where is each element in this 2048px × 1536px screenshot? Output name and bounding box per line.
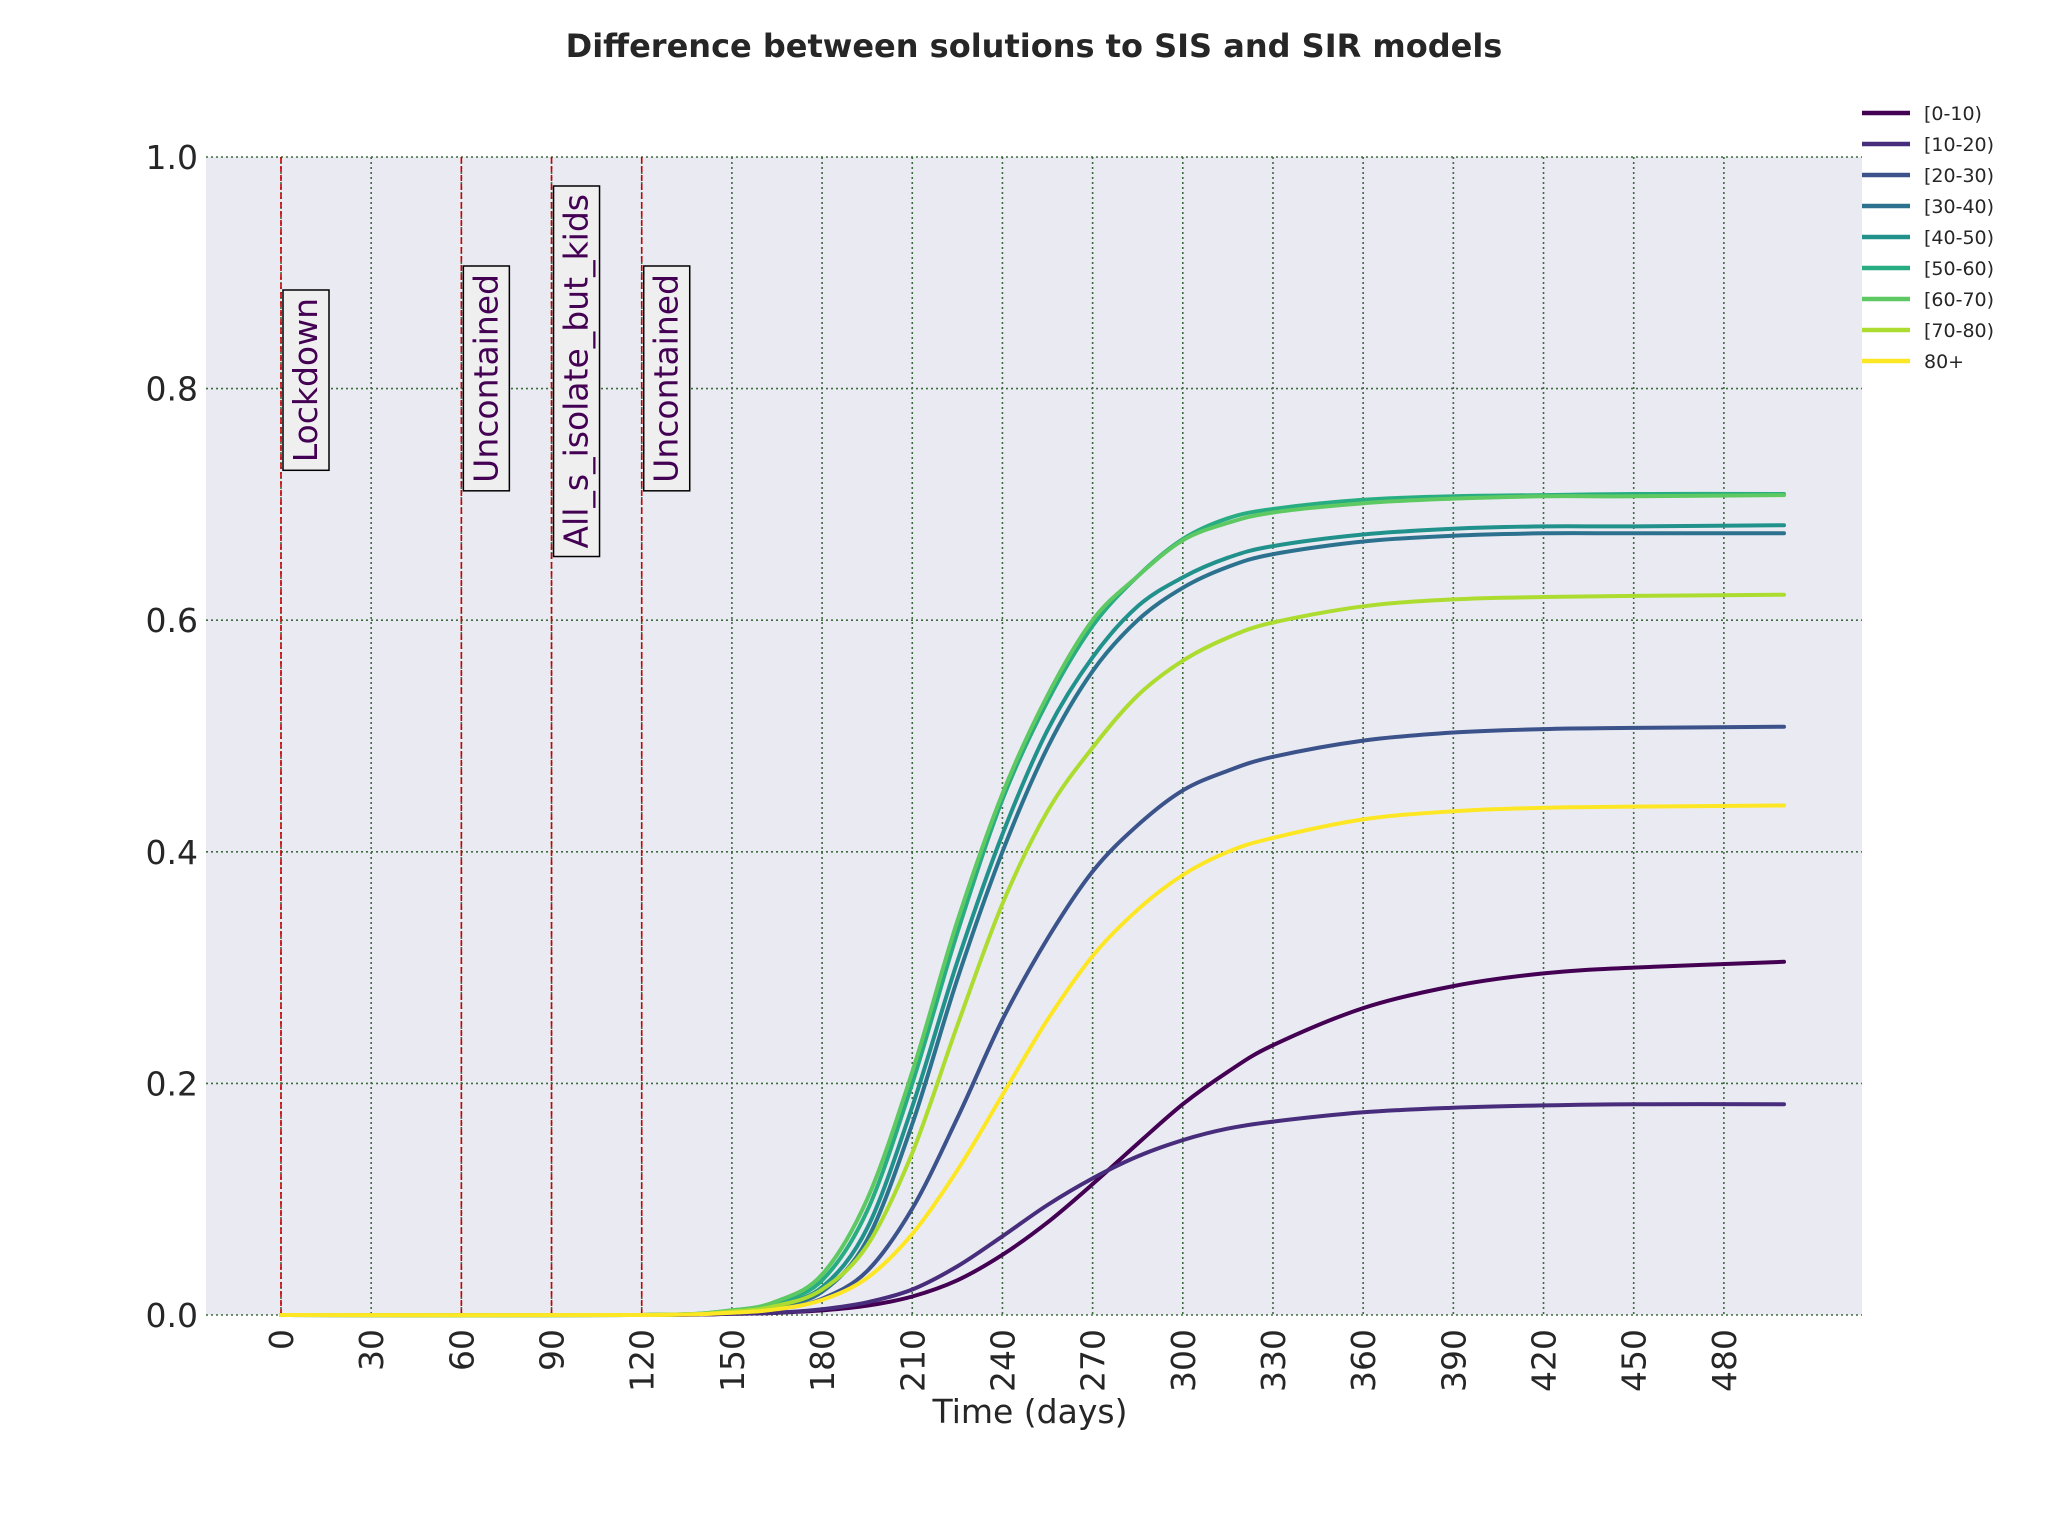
series-line-8 [279,803,1786,1318]
annotation-text: Uncontained [647,274,686,483]
legend-item-5: [50-60) [1862,258,1994,280]
annotation-box [462,265,511,492]
annotation-box [642,265,691,492]
x-tick-label: 450 [1615,1329,1654,1392]
annotation-label-2: All_s_isolate_but_kids [552,185,601,558]
legend-item-6: [60-70) [1862,289,1994,311]
annotation-text: Lockdown [286,298,325,462]
legend-item-7: [70-80) [1862,320,1994,342]
legend-label: [10-20) [1924,134,1994,156]
legend-label: [70-80) [1924,320,1994,342]
legend-label: [50-60) [1924,258,1994,280]
y-tick-label: 0.8 [146,370,198,409]
x-tick-label: 390 [1434,1329,1473,1392]
legend-label: [20-30) [1924,165,1994,187]
plot-background [206,157,1862,1315]
annotation-text: Uncontained [466,274,505,483]
y-tick-label: 0.4 [146,833,198,872]
x-tick-label: 240 [983,1329,1022,1392]
y-tick-label: 0.6 [146,601,198,640]
y-tick-label: 0.2 [146,1064,198,1103]
chart-title: Difference between solutions to SIS and … [566,27,1503,65]
annotation-label-1: Uncontained [462,265,511,492]
legend-item-0: [0-10) [1862,103,1982,125]
legend-item-3: [30-40) [1862,196,1994,218]
y-tick-label: 1.0 [146,138,198,177]
y-tick-label: 0.0 [146,1296,198,1335]
legend: [0-10) [10-20) [20-30) [30-40) [40-50) [50-60… [1862,103,1994,373]
annotation-text: All_s_isolate_but_kids [557,194,596,549]
legend-item-1: [10-20) [1862,134,1994,156]
x-tick-label: 0 [262,1329,301,1350]
x-tick-label: 210 [893,1329,932,1392]
annotation-box [552,185,601,558]
series-lines [279,491,1786,1318]
x-tick-label: 30 [352,1329,391,1371]
legend-item-8: 80+ [1862,351,1964,373]
legend-item-2: [20-30) [1862,165,1994,187]
y-ticks: 0.0 0.2 0.4 0.6 0.8 1.0 [146,138,198,1335]
legend-item-4: [40-50) [1862,227,1994,249]
legend-label: [30-40) [1924,196,1994,218]
x-ticks: 0 30 60 90 120 150 180 210 240 270 300 330 360 390 420… [262,1329,1744,1392]
legend-label: [0-10) [1924,103,1982,125]
annotation-box [282,289,330,472]
legend-label: [60-70) [1924,289,1994,311]
legend-label: [40-50) [1924,227,1994,249]
legend-label: 80+ [1924,351,1964,373]
series-line-6 [279,493,1786,1318]
x-tick-label: 180 [803,1329,842,1392]
x-tick-label: 480 [1705,1329,1744,1392]
x-tick-label: 120 [623,1329,662,1392]
x-tick-label: 360 [1344,1329,1383,1392]
x-tick-label: 420 [1525,1329,1564,1392]
x-tick-label: 330 [1254,1329,1293,1392]
annotation-label-3: Uncontained [642,265,691,492]
x-tick-label: 270 [1074,1329,1113,1392]
annotation-label-0: Lockdown [282,289,330,472]
x-tick-label: 60 [442,1329,481,1371]
x-tick-label: 150 [713,1329,752,1392]
x-axis-label: Time (days) [932,1392,1128,1431]
x-tick-label: 90 [533,1329,572,1371]
x-tick-label: 300 [1164,1329,1203,1392]
annotations: Lockdown Uncontained All_s_isolate_but_kid… [280,157,691,1315]
